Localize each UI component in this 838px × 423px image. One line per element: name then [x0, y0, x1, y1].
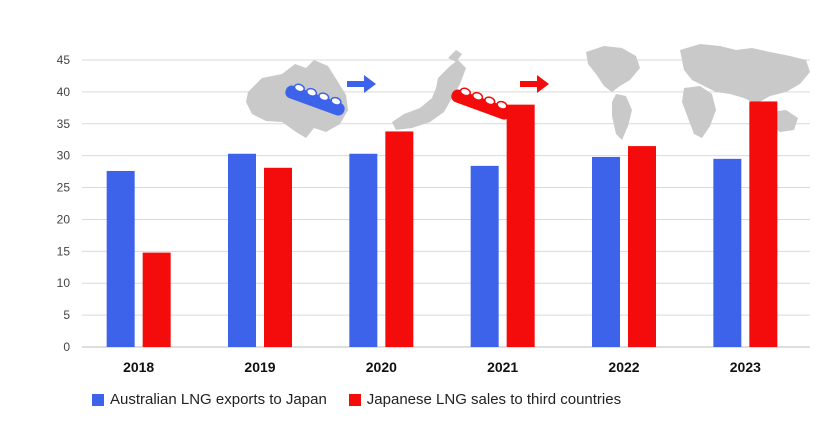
y-tick-label: 45: [57, 53, 71, 67]
y-tick-label: 5: [63, 308, 70, 322]
y-tick-label: 35: [57, 117, 71, 131]
y-tick-label: 0: [63, 340, 70, 354]
legend-label-japan: Japanese LNG sales to third countries: [366, 391, 622, 408]
y-tick-label: 30: [57, 149, 71, 163]
bar-australia-2018: [106, 170, 135, 347]
legend-item-japan: Japanese LNG sales to third countries: [348, 391, 622, 408]
x-category-label: 2019: [244, 359, 275, 375]
x-category-label: 2023: [730, 359, 761, 375]
bar-australia-2022: [592, 156, 620, 347]
ship-icon: [285, 83, 345, 116]
x-category-label: 2022: [608, 359, 639, 375]
bar-japan-2020: [385, 131, 414, 347]
arrow-right-icon: [520, 75, 549, 93]
ship-icon: [451, 87, 511, 120]
bar-japan-2022: [628, 146, 656, 347]
y-tick-label: 20: [57, 212, 71, 226]
y-tick-label: 15: [57, 244, 71, 258]
bar-australia-2019: [228, 153, 256, 347]
bar-japan-2023: [749, 101, 778, 347]
legend-label-australia: Australian LNG exports to Japan: [110, 391, 327, 408]
bar-australia-2020: [349, 153, 378, 347]
bar-australia-2021: [470, 165, 499, 347]
japan-map-icon: [392, 50, 466, 130]
bar-japan-2021: [506, 104, 535, 348]
bars: [106, 101, 778, 348]
legend-swatch-japan: [348, 393, 361, 406]
bar-australia-2023: [713, 158, 742, 347]
x-category-label: 2020: [366, 359, 397, 375]
world-map-icon: [586, 44, 810, 140]
x-category-label: 2021: [487, 359, 518, 375]
bar-japan-2018: [142, 252, 171, 347]
bar-japan-2019: [264, 167, 292, 347]
arrow-right-icon: [347, 75, 376, 93]
x-axis-categories: 2018 2019 2020 2021 2022 2023: [123, 359, 761, 375]
y-tick-label: 40: [57, 85, 71, 99]
legend: Australian LNG exports to Japan Japanese…: [92, 391, 621, 408]
y-axis-ticks: 0 5 10 15 20 25 30 35 40 45: [57, 53, 71, 354]
legend-swatch-australia: [92, 393, 104, 406]
legend-item-australia: Australian LNG exports to Japan: [92, 391, 327, 408]
x-category-label: 2018: [123, 359, 154, 375]
y-tick-label: 10: [57, 276, 71, 290]
y-tick-label: 25: [57, 181, 71, 195]
